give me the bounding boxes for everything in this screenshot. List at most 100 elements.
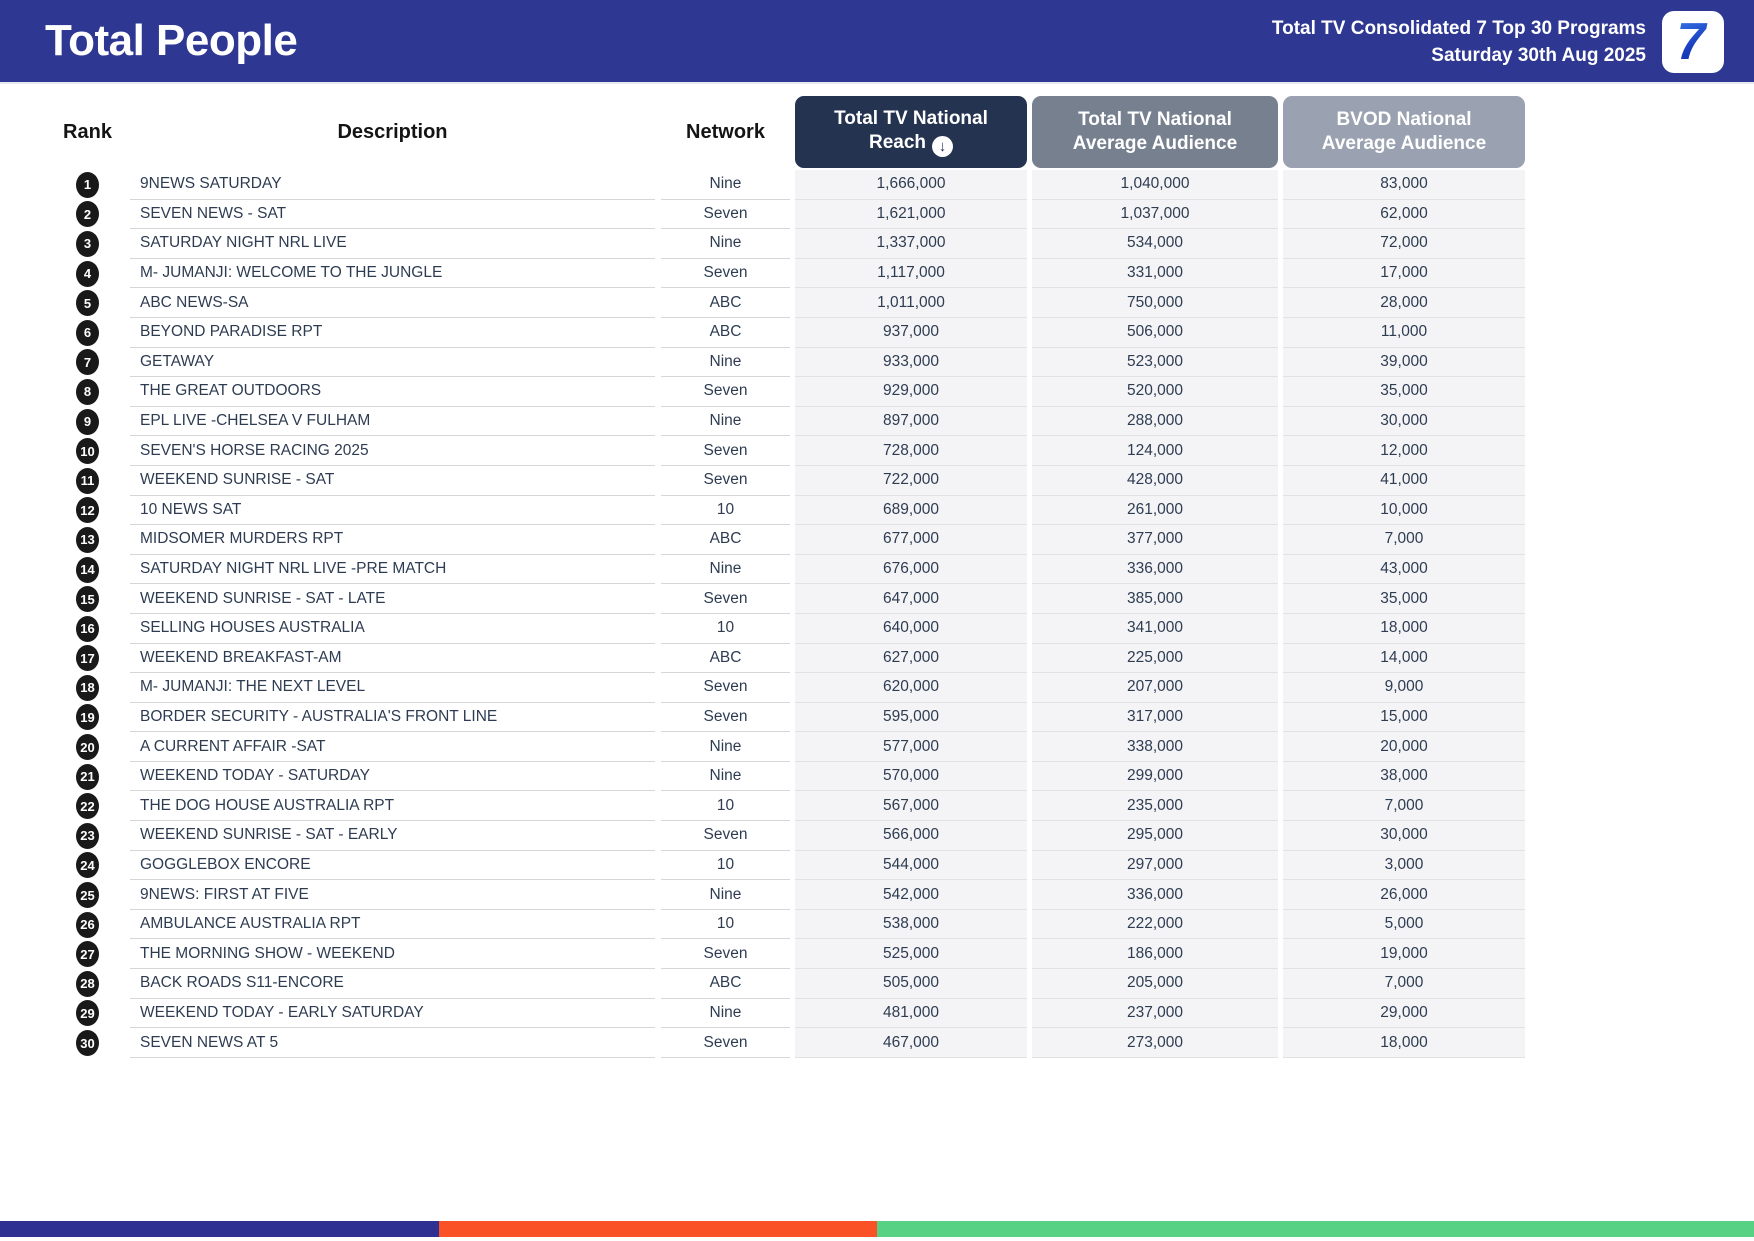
rank-cell: 7 xyxy=(45,348,130,378)
table-row: 6 BEYOND PARADISE RPT ABC 937,000 506,000 11,… xyxy=(45,317,1525,348)
reach-cell: 897,000 xyxy=(795,406,1027,437)
bvod-cell: 15,000 xyxy=(1283,702,1525,733)
network-cell: Nine xyxy=(661,555,790,585)
description-cell: BORDER SECURITY - AUSTRALIA'S FRONT LINE xyxy=(130,703,655,733)
network-cell: Seven xyxy=(661,939,790,970)
network-cell: Nine xyxy=(661,170,790,200)
description-cell: SEVEN'S HORSE RACING 2025 xyxy=(130,436,655,466)
sort-down-icon[interactable]: ↓ xyxy=(932,136,954,157)
avg-audience-cell: 523,000 xyxy=(1032,347,1278,378)
rank-cell: 29 xyxy=(45,999,130,1029)
avg-audience-cell: 237,000 xyxy=(1032,998,1278,1029)
reach-cell: 647,000 xyxy=(795,584,1027,614)
description-cell: SEVEN NEWS AT 5 xyxy=(130,1028,655,1058)
avg-audience-cell: 336,000 xyxy=(1032,554,1278,585)
rank-badge: 12 xyxy=(76,497,99,524)
avg-audience-cell: 750,000 xyxy=(1032,288,1278,318)
column-header-total-tv-reach[interactable]: Total TV National Reach ↓ xyxy=(795,96,1027,168)
rank-cell: 23 xyxy=(45,821,130,851)
bvod-cell: 72,000 xyxy=(1283,229,1525,259)
avg-audience-cell: 385,000 xyxy=(1032,584,1278,614)
table-row: 15 WEEKEND SUNRISE - SAT - LATE Seven 647,0… xyxy=(45,584,1525,614)
bvod-cell: 7,000 xyxy=(1283,969,1525,999)
network-cell: 10 xyxy=(661,614,790,644)
reach-cell: 567,000 xyxy=(795,791,1027,822)
column-header-total-tv-avg-audience[interactable]: Total TV National Average Audience xyxy=(1032,96,1278,168)
rank-cell: 15 xyxy=(45,584,130,614)
avg-audience-cell: 273,000 xyxy=(1032,1028,1278,1058)
description-cell: SEVEN NEWS - SAT xyxy=(130,200,655,230)
rank-badge: 22 xyxy=(76,793,99,820)
reach-cell: 544,000 xyxy=(795,850,1027,881)
column-header-bvod-avg-audience[interactable]: BVOD National Average Audience xyxy=(1283,96,1525,168)
rank-badge: 16 xyxy=(76,615,99,642)
rank-cell: 25 xyxy=(45,880,130,910)
column-header-network: Network xyxy=(686,120,765,143)
rank-badge: 20 xyxy=(76,734,99,761)
reach-cell: 676,000 xyxy=(795,554,1027,585)
reach-cell: 640,000 xyxy=(795,613,1027,644)
rank-cell: 11 xyxy=(45,466,130,496)
column-header-description: Description xyxy=(337,120,448,143)
reach-cell: 1,666,000 xyxy=(795,170,1027,200)
description-cell: SELLING HOUSES AUSTRALIA xyxy=(130,614,655,644)
network-cell: Seven xyxy=(661,200,790,230)
rank-badge: 14 xyxy=(76,556,99,583)
bvod-cell: 26,000 xyxy=(1283,880,1525,910)
network-cell: Seven xyxy=(661,377,790,407)
description-cell: ABC NEWS-SA xyxy=(130,288,655,318)
bvod-cell: 38,000 xyxy=(1283,761,1525,792)
reach-cell: 627,000 xyxy=(795,643,1027,674)
bvod-cell: 17,000 xyxy=(1283,258,1525,289)
network-cell: Nine xyxy=(661,762,790,792)
reach-cell: 937,000 xyxy=(795,317,1027,348)
network-cell: ABC xyxy=(661,318,790,348)
rank-badge: 29 xyxy=(76,1000,99,1027)
bvod-cell: 83,000 xyxy=(1283,170,1525,200)
network-cell: Seven xyxy=(661,584,790,614)
rank-cell: 3 xyxy=(45,229,130,259)
bvod-cell: 11,000 xyxy=(1283,317,1525,348)
table-row: 19 BORDER SECURITY - AUSTRALIA'S FRONT LI… xyxy=(45,702,1525,733)
avg-audience-cell: 534,000 xyxy=(1032,229,1278,259)
bvod-cell: 5,000 xyxy=(1283,909,1525,940)
bvod-cell: 12,000 xyxy=(1283,436,1525,466)
reach-cell: 566,000 xyxy=(795,821,1027,851)
reach-cell: 570,000 xyxy=(795,761,1027,792)
description-cell: WEEKEND SUNRISE - SAT xyxy=(130,466,655,496)
avg-audience-cell: 317,000 xyxy=(1032,702,1278,733)
network-cell: ABC xyxy=(661,969,790,999)
bvod-cell: 28,000 xyxy=(1283,288,1525,318)
rank-cell: 21 xyxy=(45,762,130,792)
table-row: 22 THE DOG HOUSE AUSTRALIA RPT 10 567,000 23… xyxy=(45,791,1525,822)
avg-audience-cell: 261,000 xyxy=(1032,495,1278,526)
rank-badge: 27 xyxy=(76,941,99,968)
rank-badge: 18 xyxy=(76,674,99,701)
bvod-cell: 39,000 xyxy=(1283,347,1525,378)
rank-cell: 13 xyxy=(45,525,130,555)
description-cell: WEEKEND TODAY - SATURDAY xyxy=(130,762,655,792)
avg-audience-cell: 377,000 xyxy=(1032,525,1278,555)
avg-audience-cell: 336,000 xyxy=(1032,880,1278,910)
table-row: 13 MIDSOMER MURDERS RPT ABC 677,000 377,000 7… xyxy=(45,525,1525,555)
table-row: 14 SATURDAY NIGHT NRL LIVE -PRE MATCH Nine… xyxy=(45,554,1525,585)
rank-cell: 14 xyxy=(45,555,130,585)
reach-cell: 728,000 xyxy=(795,436,1027,466)
reach-cell: 577,000 xyxy=(795,732,1027,762)
avg-audience-cell: 520,000 xyxy=(1032,377,1278,407)
description-cell: THE GREAT OUTDOORS xyxy=(130,377,655,407)
network-cell: 10 xyxy=(661,791,790,822)
reach-cell: 929,000 xyxy=(795,377,1027,407)
description-cell: WEEKEND BREAKFAST-AM xyxy=(130,644,655,674)
report-subtitle: Total TV Consolidated 7 Top 30 Programs … xyxy=(1272,0,1646,84)
seven-network-logo: 7 xyxy=(1662,11,1724,73)
network-cell: Seven xyxy=(661,1028,790,1058)
table-body: 1 9NEWS SATURDAY Nine 1,666,000 1,040,000 83,… xyxy=(45,170,1525,1058)
reach-cell: 467,000 xyxy=(795,1028,1027,1058)
table-row: 26 AMBULANCE AUSTRALIA RPT 10 538,000 222,00… xyxy=(45,909,1525,940)
avg-audience-cell: 124,000 xyxy=(1032,436,1278,466)
network-cell: Nine xyxy=(661,348,790,378)
rank-badge: 5 xyxy=(76,290,99,317)
description-cell: MIDSOMER MURDERS RPT xyxy=(130,525,655,555)
table-row: 16 SELLING HOUSES AUSTRALIA 10 640,000 341,0… xyxy=(45,613,1525,644)
